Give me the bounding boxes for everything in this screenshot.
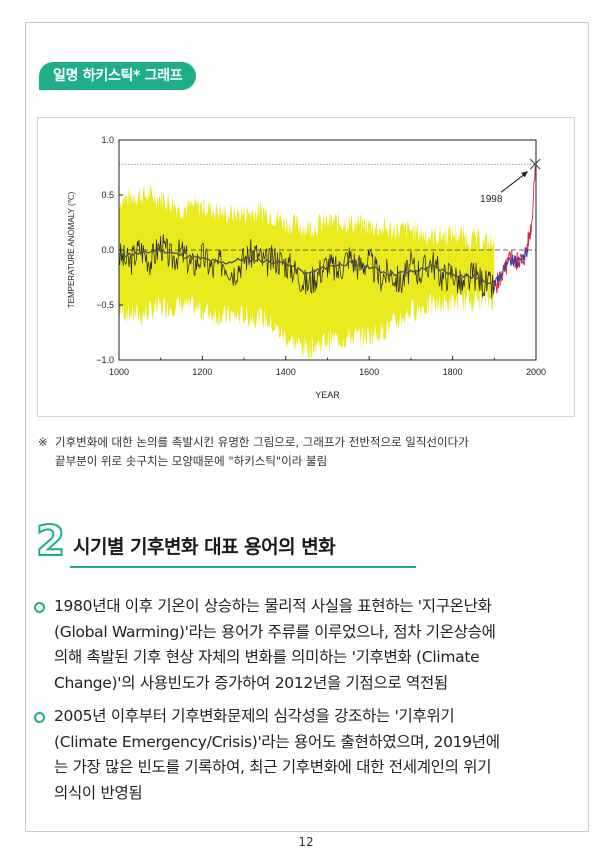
section-title: 시기별 기후변화 대표 용어의 변화 (73, 536, 336, 558)
x-tick-label: 1000 (109, 367, 129, 377)
x-tick-label: 1400 (276, 367, 296, 377)
annotation-arrowhead (521, 171, 529, 178)
bullet-line: (Climate Emergency/Crisis)'라는 용어도 출현하였으며… (54, 732, 500, 751)
section-number: 2 (35, 516, 66, 565)
x-axis-label: YEAR (315, 390, 340, 400)
y-tick-label: 1.0 (101, 135, 114, 145)
series-calibration (493, 247, 529, 286)
bullet-line: 2005년 이후부터 기후변화문제의 심각성을 강조하는 '기후위기 (54, 707, 455, 725)
x-tick-label: 1800 (443, 367, 463, 377)
y-tick-label: −0.5 (96, 300, 114, 310)
bullet-dot-icon (34, 602, 45, 613)
annotation-arrow (500, 171, 528, 193)
y-tick-label: 0.5 (101, 190, 114, 200)
note-line-2: 끝부분이 위로 솟구치는 모양때문에 "하키스틱"이라 불림 (55, 454, 328, 468)
y-axis-label: TEMPERATURE ANOMALY (℃) (67, 191, 76, 308)
note-line-1: 기후변화에 대한 논의를 촉발시킨 유명한 그림으로, 그래프가 전반적으로 일… (55, 435, 469, 449)
bullet-line: Change)'의 사용빈도가 증가하여 2012년을 기점으로 역전됨 (54, 673, 448, 692)
series-instrumental (493, 165, 536, 294)
annotation-marker (529, 158, 541, 170)
note-mark: ※ (38, 435, 48, 449)
chart-svg: 1.0 0.5 0.0 −0.5 −1.0 1000 1200 1400 1600 1800 200… (67, 135, 546, 400)
bullet-line: 는 가장 많은 빈도를 기록하여, 최근 기후변화에 대한 전세계인의 위기 (54, 758, 492, 776)
bullet-line: (Global Warming)'라는 용어가 주류를 이루었으나, 점차 기온… (54, 622, 496, 641)
hockey-stick-chart: 1.0 0.5 0.0 −0.5 −1.0 1000 1200 1400 1600 1800 200… (37, 117, 575, 417)
annotation-label: 1998 (480, 194, 503, 205)
series-smoothed (118, 247, 495, 286)
page-number: 12 (298, 835, 314, 849)
x-tick-label: 1200 (192, 367, 212, 377)
section-underline (70, 566, 416, 568)
x-tick-label: 1600 (359, 367, 379, 377)
figure-badge: 일명 하키스틱* 그래프 (39, 62, 197, 90)
y-tick-label: 0.0 (101, 245, 114, 255)
bullet-line: 의해 촉발된 기후 현상 자체의 변화를 의미하는 '기후변화 (Climate (54, 648, 480, 666)
bullet-line: 1980년대 이후 기온이 상승하는 물리적 사실을 표현하는 '지구온난화 (54, 597, 492, 615)
bullet-dot-icon (34, 712, 45, 723)
bullet-line: 의식이 반영됨 (54, 783, 143, 802)
y-tick-label: −1.0 (96, 355, 114, 365)
x-tick-label: 2000 (526, 367, 546, 377)
